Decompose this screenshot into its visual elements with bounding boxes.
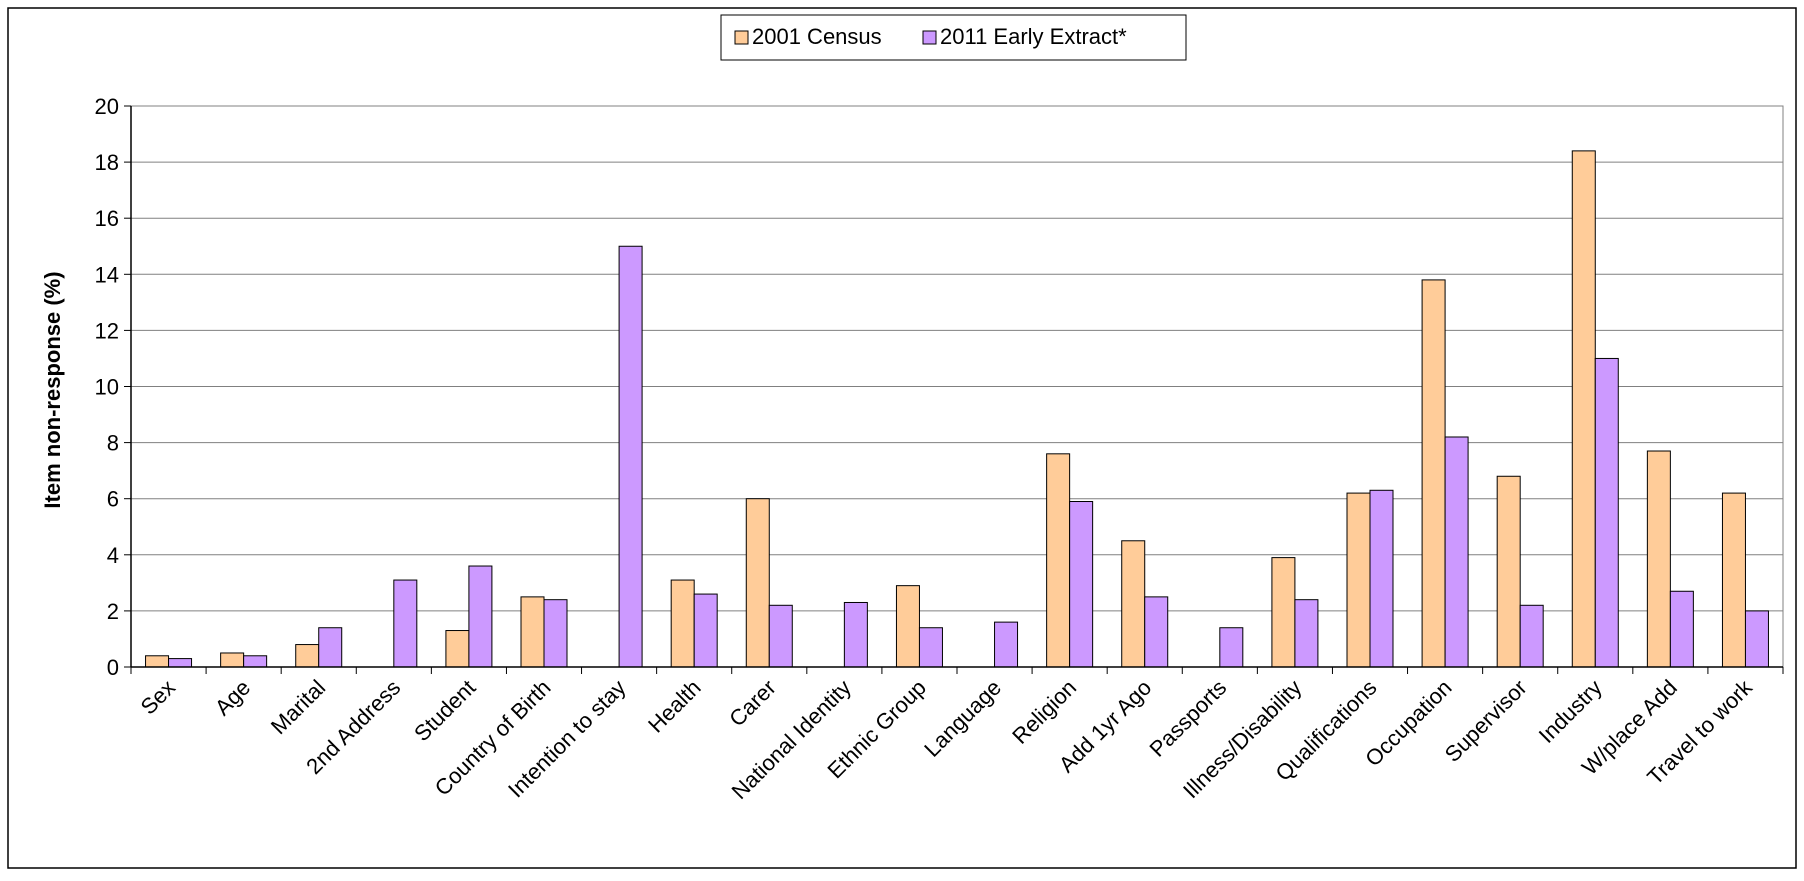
bar-2011-health	[693, 593, 718, 668]
bar-2001-country-of-birth	[520, 596, 545, 668]
bar-2001-sex	[145, 655, 170, 668]
bar-2001-supervisor	[1496, 475, 1521, 668]
bar-2001-student	[445, 630, 470, 668]
bar-2011-age	[243, 655, 268, 668]
y-tick-label: 14	[95, 262, 119, 287]
bar-2001-add-1yr-ago	[1121, 540, 1146, 668]
bar-2011-occupation	[1444, 436, 1469, 668]
bar-2011-qualifications	[1369, 489, 1394, 668]
y-tick-label: 6	[107, 487, 119, 512]
bar-2001-qualifications	[1346, 492, 1371, 668]
bar-2011-country-of-birth	[543, 599, 568, 668]
legend-swatch-2001-census	[734, 30, 749, 45]
bar-2001-travel-to-work	[1721, 492, 1746, 668]
legend: 2001 Census 2011 Early Extract*	[720, 14, 1187, 61]
bar-2011-sex	[168, 658, 193, 668]
bar-2011-student	[468, 565, 493, 668]
chart-area-border	[7, 7, 1797, 869]
y-tick-label: 2	[107, 599, 119, 624]
bar-2001-age	[220, 652, 245, 668]
bar-2001-marital	[295, 644, 320, 668]
bar-2001-occupation	[1421, 279, 1446, 668]
bar-2001-industry	[1571, 150, 1596, 668]
y-tick-label: 4	[107, 543, 119, 568]
bar-2011-ethnic-group	[918, 627, 943, 668]
legend-swatch-2011-early-extract	[922, 30, 937, 45]
legend-box	[720, 14, 1187, 61]
bar-2001-w-place-add	[1646, 450, 1671, 668]
bar-2011-add-1yr-ago	[1144, 596, 1169, 668]
bar-2001-religion	[1046, 453, 1071, 668]
bar-2011-passports	[1219, 627, 1244, 668]
bar-2001-illness-disability	[1271, 557, 1296, 668]
bar-2011-illness-disability	[1294, 599, 1319, 668]
y-tick-label: 0	[107, 655, 119, 680]
y-tick-label: 8	[107, 431, 119, 456]
y-tick-label: 20	[95, 94, 119, 119]
y-tick-label: 12	[95, 318, 119, 343]
bar-2011-intention-to-stay	[618, 245, 643, 668]
bar-2011-industry	[1594, 357, 1619, 668]
bar-2011-2nd-address	[393, 579, 418, 668]
bar-2001-carer	[745, 498, 770, 668]
y-tick-label: 18	[95, 150, 119, 175]
bar-2011-language	[994, 621, 1019, 668]
bar-2011-carer	[768, 604, 793, 668]
bar-2011-religion	[1069, 501, 1094, 668]
bar-2001-ethnic-group	[895, 585, 920, 668]
y-tick-label: 16	[95, 206, 119, 231]
legend-label-2001-census: 2001 Census	[752, 24, 882, 49]
bars	[145, 150, 1769, 668]
bar-2001-health	[670, 579, 695, 668]
legend-label-2011-early-extract: 2011 Early Extract*	[940, 24, 1127, 49]
y-axis-title: Item non-response (%)	[40, 271, 65, 508]
bar-2011-supervisor	[1519, 604, 1544, 668]
bar-2011-travel-to-work	[1744, 610, 1769, 668]
y-tick-label: 10	[95, 375, 119, 400]
bar-2011-w-place-add	[1669, 590, 1694, 668]
bar-2011-marital	[318, 627, 343, 668]
bar-2011-national-identity	[843, 601, 868, 668]
